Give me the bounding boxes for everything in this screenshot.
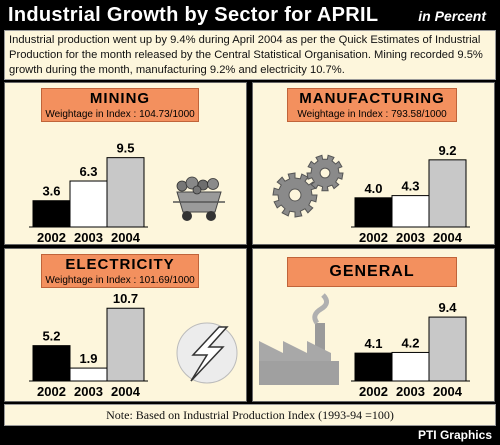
mining-bar-2002 xyxy=(32,200,71,228)
electricity-year-2003: 2003 xyxy=(74,384,103,399)
general-value-2004: 9.4 xyxy=(438,300,457,315)
general-chart: 4.1 2002 4.2 2003 9.4 2004 xyxy=(259,293,470,399)
mine-cart-icon xyxy=(173,176,225,221)
electricity-bar-2002 xyxy=(32,345,71,382)
manufacturing-chart: 4.0 2002 4.3 2003 9.2 2004 xyxy=(272,143,470,245)
electricity-bar-2004 xyxy=(106,307,145,382)
mining-chart: 3.6 2002 6.3 2003 9.5 2004 xyxy=(29,141,225,245)
general-year-2004: 2004 xyxy=(433,384,463,399)
general-bar-2002 xyxy=(354,352,393,382)
gears-icon xyxy=(272,154,344,218)
electricity-value-2004: 10.7 xyxy=(113,291,138,306)
manufacturing-bar-2004 xyxy=(428,159,467,228)
general-title: GENERAL xyxy=(329,263,415,280)
mining-label: MINING Weightage in Index : 104.73/1000 xyxy=(41,88,199,122)
manufacturing-title: MANUFACTURING xyxy=(299,90,445,107)
footnote: Note: Based on Industrial Production Ind… xyxy=(4,404,496,426)
electricity-year-2004: 2004 xyxy=(111,384,141,399)
manufacturing-weightage: Weightage in Index : 793.58/1000 xyxy=(297,109,447,120)
mining-value-2003: 6.3 xyxy=(79,164,97,179)
general-bar-2003 xyxy=(391,351,430,382)
general-year-2002: 2002 xyxy=(359,384,388,399)
general-panel: GENERAL 4.1 2002 4.2 2003 9.4 2004 xyxy=(252,248,495,402)
electricity-label: ELECTRICITY Weightage in Index : 101.69/… xyxy=(41,254,199,288)
manufacturing-panel: MANUFACTURING Weightage in Index : 793.5… xyxy=(252,82,495,245)
unit-label: in Percent xyxy=(418,8,486,24)
page-title: Industrial Growth by Sector for APRIL xyxy=(8,4,379,26)
electricity-panel: ELECTRICITY Weightage in Index : 101.69/… xyxy=(4,248,247,402)
mining-year-2004: 2004 xyxy=(111,230,141,245)
credit: PTI Graphics xyxy=(417,428,492,442)
electricity-bars: 5.2 2002 1.9 2003 10.7 2004 xyxy=(29,291,148,399)
electricity-bar-2003 xyxy=(69,367,108,382)
manufacturing-label: MANUFACTURING Weightage in Index : 793.5… xyxy=(287,88,457,122)
general-bars: 4.1 2002 4.2 2003 9.4 2004 xyxy=(351,300,470,399)
intro-text: Industrial production went up by 9.4% du… xyxy=(4,30,496,80)
electricity-value-2002: 5.2 xyxy=(42,329,60,344)
manufacturing-bar-2003 xyxy=(391,195,430,228)
manufacturing-value-2003: 4.3 xyxy=(401,179,419,194)
electricity-year-2002: 2002 xyxy=(37,384,66,399)
mining-year-2002: 2002 xyxy=(37,230,66,245)
manufacturing-year-2004: 2004 xyxy=(433,230,463,245)
electricity-weightage: Weightage in Index : 101.69/1000 xyxy=(45,275,195,286)
electricity-title: ELECTRICITY xyxy=(65,256,175,273)
general-label: GENERAL xyxy=(287,257,457,287)
general-bar-2004 xyxy=(428,316,467,382)
electricity-chart: 5.2 2002 1.9 2003 10.7 2004 xyxy=(29,291,238,399)
mining-bar-2004 xyxy=(106,157,145,228)
mining-bar-2003 xyxy=(69,180,108,228)
general-year-2003: 2003 xyxy=(396,384,425,399)
manufacturing-bar-2002 xyxy=(354,197,393,228)
mining-year-2003: 2003 xyxy=(74,230,103,245)
mining-value-2004: 9.5 xyxy=(116,141,134,156)
manufacturing-value-2004: 9.2 xyxy=(438,143,456,158)
header-bar: Industrial Growth by Sector for APRIL in… xyxy=(0,0,500,30)
mining-title: MINING xyxy=(89,90,151,107)
mining-bars: 3.6 2002 6.3 2003 9.5 2004 xyxy=(29,141,148,245)
general-value-2002: 4.1 xyxy=(364,336,382,351)
manufacturing-year-2003: 2003 xyxy=(396,230,425,245)
mining-weightage: Weightage in Index : 104.73/1000 xyxy=(45,109,195,120)
manufacturing-value-2002: 4.0 xyxy=(364,181,382,196)
factory-icon xyxy=(259,293,339,385)
manufacturing-bars: 4.0 2002 4.3 2003 9.2 2004 xyxy=(351,143,470,245)
electricity-value-2003: 1.9 xyxy=(79,351,97,366)
mining-value-2002: 3.6 xyxy=(42,184,60,199)
lightning-bolt-icon xyxy=(176,322,238,384)
general-value-2003: 4.2 xyxy=(401,335,419,350)
manufacturing-year-2002: 2002 xyxy=(359,230,388,245)
mining-panel: MINING Weightage in Index : 104.73/1000 … xyxy=(4,82,247,245)
